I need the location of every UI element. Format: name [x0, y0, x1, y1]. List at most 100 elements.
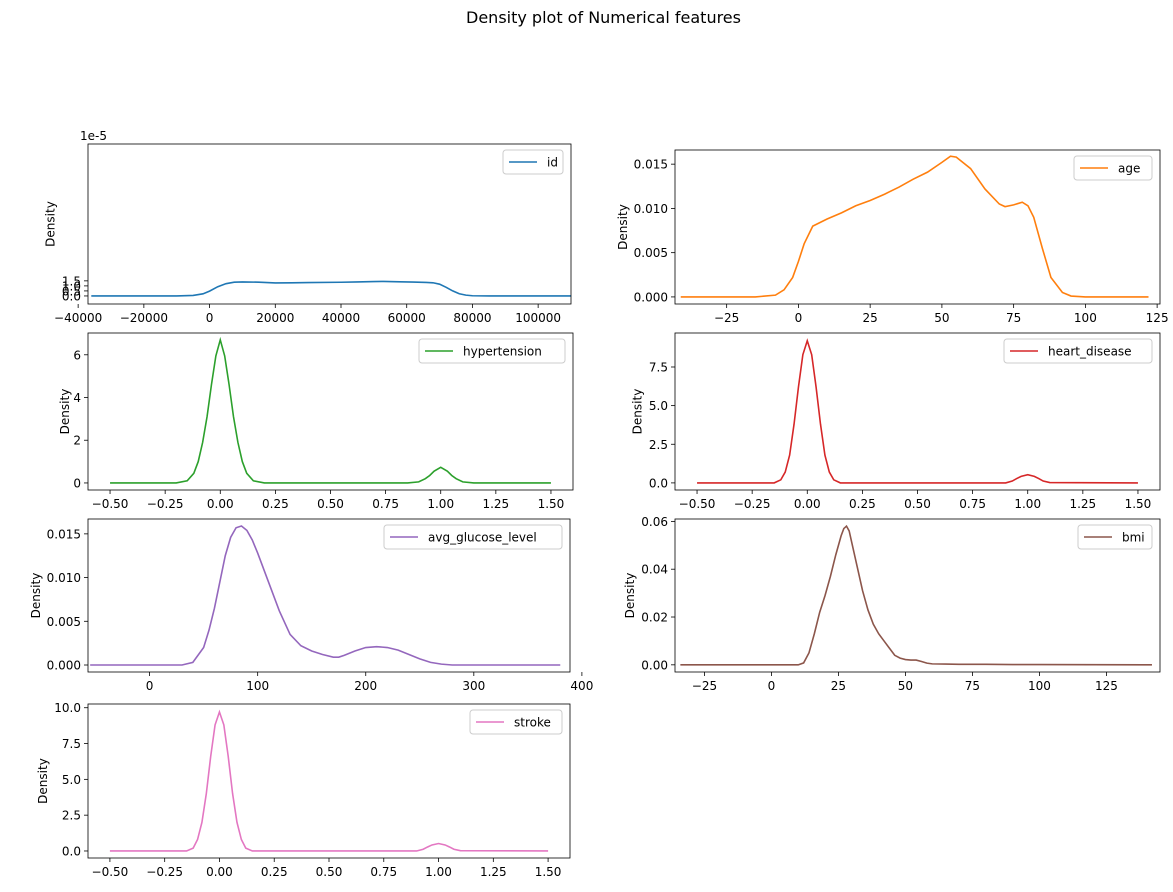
x-tick-label: 0.50 — [316, 865, 343, 879]
legend-label: heart_disease — [1048, 345, 1132, 359]
x-tick-label: 1.50 — [535, 865, 562, 879]
subplot-age: −25 0 25 50 75 100 125 0.000 0.005 0.010 0.015 Dens… — [616, 149, 1169, 325]
y-tick-label: 0.5 — [62, 284, 81, 298]
x-tick-label: −25 — [692, 679, 717, 693]
legend-label: id — [547, 156, 558, 170]
legend-label: avg_glucose_level — [428, 531, 537, 545]
x-tick-label: 0.00 — [206, 865, 233, 879]
legend: heart_disease — [1003, 338, 1153, 364]
axes-frame — [674, 518, 1161, 673]
x-tick-label: 75 — [1006, 311, 1021, 325]
x-tick-label: 1.25 — [1069, 497, 1096, 511]
series-line-hypertension — [110, 336, 551, 484]
y-tick-label: 0.00 — [641, 658, 668, 672]
y-tick-label: 0.04 — [641, 563, 668, 577]
x-tick-label: 0.50 — [317, 497, 344, 511]
x-tick-label: 0.75 — [959, 497, 986, 511]
legend-label: stroke — [514, 716, 551, 730]
x-tick-label: 0.75 — [370, 865, 397, 879]
x-tick-label: 1.50 — [538, 497, 565, 511]
y-tick-label: 0.0 — [649, 476, 668, 490]
x-tick-label: 0.50 — [904, 497, 931, 511]
x-tick-label: 1.25 — [482, 497, 509, 511]
legend: age — [1073, 155, 1153, 181]
y-axis-label: Density — [616, 204, 630, 250]
series-line-heart_disease — [697, 338, 1138, 484]
x-tick-label: 0.25 — [261, 865, 288, 879]
y-tick-label: 1.0 — [62, 279, 81, 293]
x-tick-label: −40000 — [54, 311, 102, 325]
y-tick-label: 7.5 — [62, 737, 81, 751]
y-tick-label: 5.0 — [649, 399, 668, 413]
x-tick-label: 25 — [831, 679, 846, 693]
legend-label: age — [1118, 162, 1140, 176]
subplot-avg_glucose_level: 0 100 200 300 400 0.000 0.005 0.010 0.015 Density… — [29, 518, 593, 693]
y-tick-label: 0 — [73, 476, 81, 490]
y-tick-label: 6 — [73, 348, 81, 362]
y-tick-label: 0.005 — [634, 246, 668, 260]
y-tick-label: 0.02 — [641, 611, 668, 625]
axes-frame — [87, 518, 571, 673]
y-tick-label: 0.0 — [62, 844, 81, 858]
x-tick-label: 40000 — [322, 311, 360, 325]
subplot-heart_disease: −0.50 −0.25 0.00 0.25 0.50 0.75 1.00 1.25 1.50 0.… — [630, 332, 1161, 511]
axes-frame — [674, 149, 1161, 305]
x-tick-label: 100000 — [515, 311, 561, 325]
subplot-id: −40000 −20000 0 20000 40000 60000 80000 100000 0… — [43, 129, 572, 325]
x-tick-label: −0.50 — [679, 497, 716, 511]
y-tick-label: 0.015 — [47, 527, 81, 541]
y-tick-label: 7.5 — [649, 360, 668, 374]
x-tick-label: 400 — [570, 679, 593, 693]
x-tick-label: 60000 — [388, 311, 426, 325]
x-tick-label: 1.00 — [427, 497, 454, 511]
y-tick-label: 0.010 — [634, 202, 668, 216]
x-tick-label: 125 — [1095, 679, 1118, 693]
x-tick-label: 25 — [863, 311, 878, 325]
legend-box — [1073, 155, 1153, 181]
y-tick-label: 0.06 — [641, 515, 668, 529]
y-tick-label: 0.000 — [634, 290, 668, 304]
axes-frame — [87, 143, 572, 305]
x-tick-label: 0.25 — [849, 497, 876, 511]
y-axis-label: Density — [43, 201, 57, 247]
x-tick-label: 0.00 — [794, 497, 821, 511]
x-tick-label: 1.25 — [480, 865, 507, 879]
legend-box — [1003, 338, 1153, 364]
y-axis-label: Density — [29, 573, 43, 619]
legend-box — [469, 709, 563, 735]
x-tick-label: 0.75 — [372, 497, 399, 511]
series-line-avg_glucose_level — [90, 525, 561, 666]
x-tick-label: 1.50 — [1125, 497, 1152, 511]
legend: stroke — [469, 709, 563, 735]
y-axis-label: Density — [630, 389, 644, 435]
legend: id — [502, 149, 564, 175]
x-tick-label: 1.00 — [425, 865, 452, 879]
x-tick-label: −0.25 — [147, 497, 184, 511]
x-tick-label: −0.50 — [92, 865, 129, 879]
legend: hypertension — [418, 338, 566, 364]
x-tick-label: 50 — [934, 311, 949, 325]
x-tick-label: 100 — [1028, 679, 1051, 693]
series-line-stroke — [109, 709, 549, 852]
y-tick-label: 0.015 — [634, 158, 668, 172]
y-tick-label: 4 — [73, 391, 81, 405]
x-tick-label: 75 — [965, 679, 980, 693]
x-tick-label: 20000 — [256, 311, 294, 325]
y-offset-label: 1e-5 — [80, 129, 107, 143]
series-line-age — [680, 155, 1149, 298]
y-axis-label: Density — [623, 573, 637, 619]
legend-label: hypertension — [463, 345, 542, 359]
x-tick-label: 0 — [146, 679, 154, 693]
x-tick-label: −0.50 — [92, 497, 129, 511]
y-tick-label: 0.0 — [62, 289, 81, 303]
subplot-hypertension: −0.50 −0.25 0.00 0.25 0.50 0.75 1.00 1.25 1.50 0 2… — [58, 332, 574, 511]
legend-box — [1077, 524, 1153, 550]
y-tick-label: 5.0 — [62, 773, 81, 787]
y-tick-label: 2.5 — [62, 809, 81, 823]
x-tick-label: −0.25 — [146, 865, 183, 879]
legend-box — [383, 524, 563, 550]
series-line-id — [91, 280, 571, 297]
x-tick-label: 125 — [1146, 311, 1169, 325]
x-tick-label: 1.00 — [1014, 497, 1041, 511]
